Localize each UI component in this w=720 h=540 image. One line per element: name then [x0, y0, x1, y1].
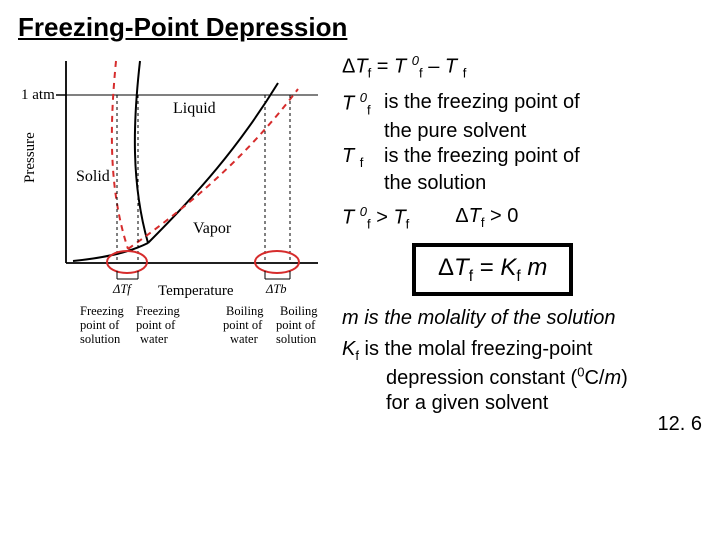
lbl-c2b: point of — [136, 318, 176, 332]
lbl-c4a: Boiling — [280, 304, 318, 318]
dTb-circle — [255, 251, 299, 273]
lbl-c3a: Boiling — [226, 304, 264, 318]
y-axis-label: Pressure — [22, 132, 38, 183]
kf-definition: Kf is the molal freezing-point depressio… — [342, 337, 702, 416]
solution-solid-liquid — [112, 61, 128, 249]
lbl-c2c: water — [140, 332, 169, 346]
region-solid: Solid — [76, 168, 110, 185]
lbl-c1b: point of — [80, 318, 120, 332]
dTb-label: ΔTb — [265, 282, 287, 296]
lbl-c3b: point of — [223, 318, 263, 332]
text-column: ΔΔTTf = T 0f – T f T 0f is the freezing … — [342, 53, 702, 437]
lbl-c3c: water — [230, 332, 259, 346]
boxed-equation: ΔTf = Kf m — [412, 243, 573, 296]
region-liquid: Liquid — [173, 100, 216, 117]
m-definition: m is the molality of the solution — [342, 306, 702, 331]
dTf-label: ΔTf — [112, 282, 132, 296]
lbl-c4b: point of — [276, 318, 316, 332]
lbl-c1a: Freezing — [80, 304, 124, 318]
lbl-c4c: solution — [276, 332, 317, 346]
inequality-row: T 0f > Tf ΔTf > 0 — [342, 204, 702, 233]
diagram-column: 1 atm Pressure Solid Liquid Vapor — [18, 53, 328, 437]
solid-liquid-curve — [135, 61, 148, 243]
slide-title: Freezing-Point Depression — [18, 12, 702, 43]
y-tick-label: 1 atm — [21, 87, 55, 103]
x-axis-label: Temperature — [158, 283, 234, 299]
dTf-circle — [107, 251, 147, 273]
region-vapor: Vapor — [193, 220, 232, 237]
definition-block: T 0f is the freezing point of the pure s… — [342, 90, 702, 196]
lbl-c1c: solution — [80, 332, 121, 346]
phase-diagram: 1 atm Pressure Solid Liquid Vapor — [18, 53, 328, 353]
content-row: 1 atm Pressure Solid Liquid Vapor — [18, 53, 702, 437]
main-equation: ΔΔTTf = T 0f – T f — [342, 53, 702, 82]
lbl-c2a: Freezing — [136, 304, 180, 318]
